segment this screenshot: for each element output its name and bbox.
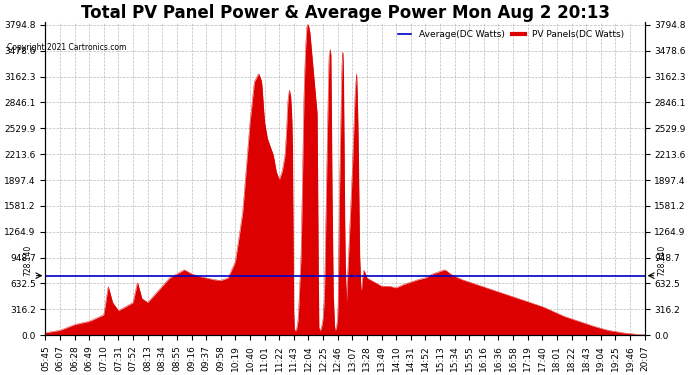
Text: 728.140: 728.140 bbox=[23, 244, 32, 276]
Text: Copyright 2021 Cartronics.com: Copyright 2021 Cartronics.com bbox=[7, 43, 126, 52]
Title: Total PV Panel Power & Average Power Mon Aug 2 20:13: Total PV Panel Power & Average Power Mon… bbox=[81, 4, 609, 22]
Text: 728.140: 728.140 bbox=[658, 244, 667, 276]
Legend: Average(DC Watts), PV Panels(DC Watts): Average(DC Watts), PV Panels(DC Watts) bbox=[394, 27, 628, 43]
